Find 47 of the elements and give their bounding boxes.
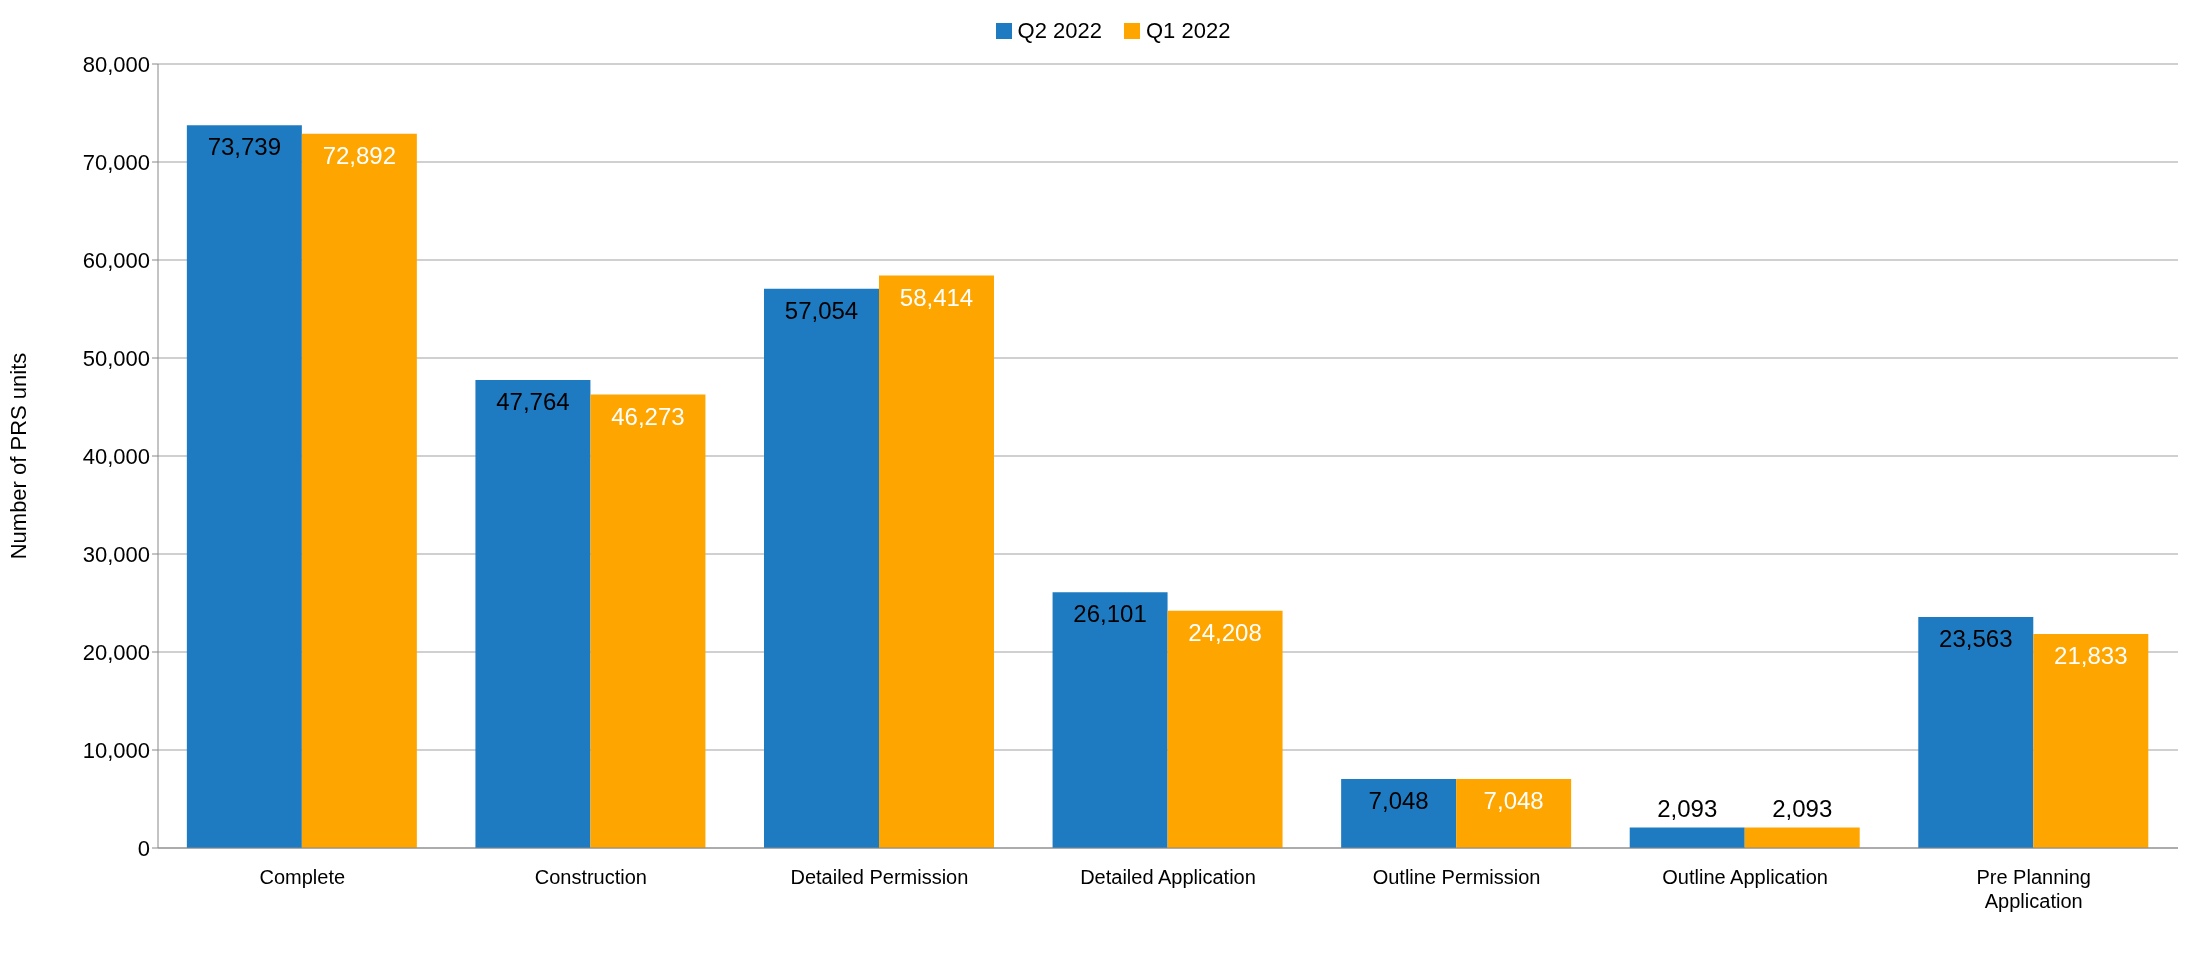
y-tick-label: 10,000 <box>82 737 150 763</box>
legend-label: Q2 2022 <box>1016 18 1102 44</box>
data-label: 57,054 <box>784 296 859 324</box>
x-tick-label: Construction <box>534 866 647 889</box>
bar <box>186 125 302 848</box>
data-label: 7,048 <box>1483 786 1544 814</box>
bar <box>1744 827 1860 848</box>
data-label: 26,101 <box>1073 600 1147 628</box>
data-label: 7,048 <box>1368 786 1429 814</box>
data-label: 47,764 <box>496 387 570 415</box>
bar <box>1052 592 1168 848</box>
data-label: 58,414 <box>899 283 974 311</box>
data-label: 24,208 <box>1188 618 1262 646</box>
y-tick-label: 0 <box>137 835 150 861</box>
bar <box>475 379 591 848</box>
bar <box>1629 827 1745 848</box>
legend-label: Q1 2022 <box>1145 18 1231 44</box>
bar <box>301 133 417 848</box>
data-label: 72,892 <box>322 141 397 169</box>
x-tick-label: Complete <box>259 866 346 889</box>
x-tick-label: Outline Permission <box>1372 866 1541 889</box>
bar <box>1341 778 1457 848</box>
y-tick-label: 70,000 <box>82 149 150 175</box>
bar <box>1918 617 2034 848</box>
bar <box>590 394 706 848</box>
bar <box>879 275 994 848</box>
y-tick-label: 50,000 <box>82 345 150 371</box>
y-axis-title: Number of PRS units <box>5 352 31 560</box>
y-tick-label: 60,000 <box>82 247 150 273</box>
data-label: 73,739 <box>207 133 282 161</box>
x-tick-label: Detailed Application <box>1080 866 1256 889</box>
y-tick-label: 20,000 <box>82 639 150 665</box>
data-label: 2,093 <box>1772 795 1833 823</box>
y-tick-label: 80,000 <box>82 51 150 77</box>
bar <box>2033 634 2149 848</box>
data-label: 21,833 <box>2054 642 2128 670</box>
y-tick-label: 40,000 <box>82 443 150 469</box>
data-label: 23,563 <box>1939 625 2013 653</box>
bar <box>1167 610 1283 848</box>
data-label: 46,273 <box>611 402 685 430</box>
data-label: 2,093 <box>1657 795 1718 823</box>
x-tick-label: Detailed Permission <box>790 866 969 889</box>
y-tick-label: 30,000 <box>82 541 150 567</box>
bar <box>1456 778 1572 848</box>
bar <box>764 288 879 848</box>
x-tick-label: Outline Application <box>1662 866 1828 889</box>
x-tick-label: Pre Planning Application <box>1976 866 2091 913</box>
